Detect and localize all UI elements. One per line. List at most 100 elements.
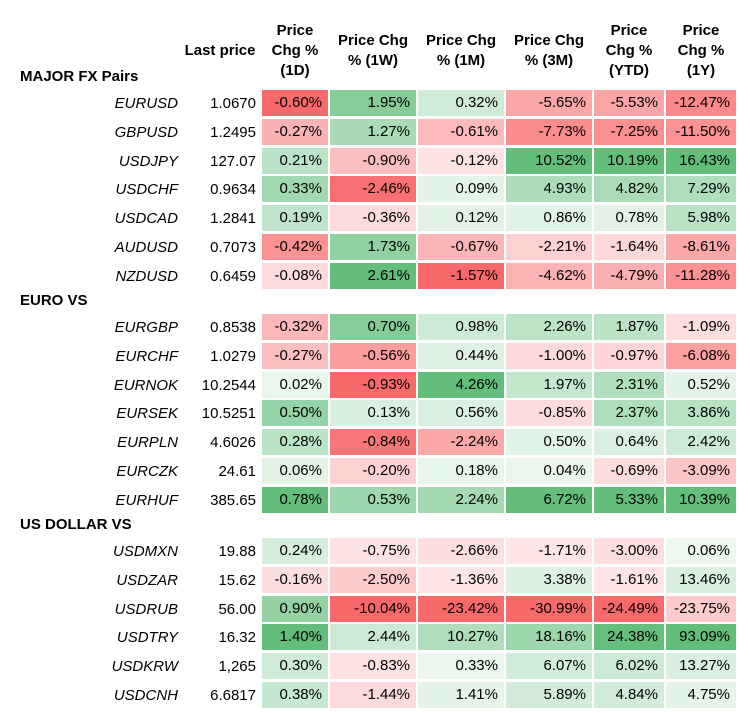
table-row: EURCHF 1.0279 -0.27% -0.56% 0.44% -1.00% -0.97…: [0, 342, 750, 370]
chg-1d-cell: 0.33%: [262, 176, 328, 203]
chg-1d-cell: 0.50%: [262, 400, 328, 427]
chg-ytd-cell: 0.78%: [594, 205, 664, 232]
header-chg-ytd: Price Chg % (YTD): [605, 22, 653, 79]
last-price: 0.6459: [210, 267, 256, 285]
chg-1w-cell: 2.44%: [330, 624, 416, 651]
section-title: US DOLLAR VS: [20, 516, 132, 533]
table-row: USDRUB 56.00 0.90% -10.04% -23.42% -30.99% -24…: [0, 595, 750, 623]
table-row: EURUSD 1.0670 -0.60% 1.95% 0.32% -5.65% -5.53%…: [0, 90, 750, 117]
chg-1d-cell: 0.30%: [262, 653, 328, 680]
chg-ytd-cell: 2.37%: [594, 400, 664, 427]
chg-3m-cell: 1.97%: [506, 371, 592, 398]
chg-3m-cell: -1.00%: [506, 342, 592, 369]
chg-1d-cell: -0.42%: [262, 234, 328, 260]
chg-1d-cell: -0.08%: [262, 262, 328, 289]
header-chg-1y: Price Chg % (1Y): [677, 22, 725, 79]
chg-1w-cell: -0.20%: [330, 458, 416, 484]
header-chg-1m: Price Chg % (1M): [425, 32, 497, 69]
chg-3m-cell: 2.26%: [506, 314, 592, 340]
chg-1w-cell: -0.36%: [330, 205, 416, 232]
chg-ytd-cell: -24.49%: [594, 595, 664, 622]
chg-1w-cell: 1.73%: [330, 234, 416, 260]
chg-ytd-cell: -0.97%: [594, 342, 664, 369]
chg-1m-cell: 0.98%: [418, 314, 504, 340]
chg-1d-cell: 0.21%: [262, 147, 328, 174]
chg-ytd-cell: 0.64%: [594, 429, 664, 456]
chg-1m-cell: -0.67%: [418, 234, 504, 260]
chg-1m-cell: -0.12%: [418, 147, 504, 174]
last-price: 16.32: [218, 629, 256, 647]
pair-name: USDMXN: [112, 543, 178, 560]
pair-name: USDTRY: [116, 629, 178, 647]
chg-1d-cell: 0.06%: [262, 458, 328, 484]
chg-1d-cell: -0.16%: [262, 566, 328, 593]
table-row: USDJPY 127.07 0.21% -0.90% -0.12% 10.52% 10.19…: [0, 147, 750, 175]
last-price: 385.65: [210, 491, 256, 509]
chg-1m-cell: 1.41%: [418, 682, 504, 708]
chg-1y-cell: -11.28%: [666, 262, 736, 289]
last-price: 56.00: [218, 600, 256, 618]
chg-1w-cell: -0.90%: [330, 147, 416, 174]
pair-name: NZDUSD: [115, 267, 179, 285]
chg-ytd-cell: 5.33%: [594, 486, 664, 513]
last-price: 1.2495: [210, 123, 256, 141]
chg-3m-cell: 0.50%: [506, 429, 592, 456]
table-row: USDKRW 1,265 0.30% -0.83% 0.33% 6.07% 6.02% 13.…: [0, 653, 750, 680]
pair-name: USDKRW: [111, 658, 178, 676]
chg-1m-cell: -2.66%: [418, 538, 504, 564]
chg-1m-cell: -1.36%: [418, 566, 504, 593]
chg-1d-cell: 0.02%: [262, 371, 328, 398]
pair-name: EURSEK: [116, 405, 178, 423]
chg-1m-cell: 0.33%: [418, 653, 504, 680]
last-price: 15.62: [218, 571, 256, 589]
chg-1w-cell: -0.84%: [330, 429, 416, 456]
chg-1y-cell: -3.09%: [666, 458, 736, 484]
chg-1y-cell: 0.52%: [666, 371, 736, 398]
table-row: USDTRY 16.32 1.40% 2.44% 10.27% 18.16% 24.38% 9…: [0, 624, 750, 651]
pair-name: USDRUB: [114, 600, 178, 618]
chg-1m-cell: -23.42%: [418, 595, 504, 622]
table-row: EURNOK 10.2544 0.02% -0.93% 4.26% 1.97% 2.31% 0…: [0, 371, 750, 399]
pair-name: EURCHF: [115, 347, 179, 365]
last-price: 0.7073: [210, 239, 256, 256]
chg-1w-cell: -10.04%: [330, 595, 416, 622]
chg-1d-cell: 0.19%: [262, 205, 328, 232]
chg-1d-cell: 1.40%: [262, 624, 328, 651]
chg-ytd-cell: 10.19%: [594, 147, 664, 174]
chg-1w-cell: -1.44%: [330, 682, 416, 708]
chg-1y-cell: -1.09%: [666, 314, 736, 340]
chg-1w-cell: -0.93%: [330, 371, 416, 398]
pair-name: USDCNH: [113, 687, 178, 704]
chg-ytd-cell: -4.79%: [594, 262, 664, 289]
pair-name: USDJPY: [118, 152, 178, 170]
table-row: EURPLN 4.6026 0.28% -0.84% -2.24% 0.50% 0.64% 2…: [0, 429, 750, 456]
header-chg-1d: Price Chg % (1D): [271, 22, 319, 79]
chg-3m-cell: 5.89%: [506, 682, 592, 708]
chg-1w-cell: 0.13%: [330, 400, 416, 427]
last-price: 1.2841: [210, 210, 256, 228]
header-last-price: Last price: [184, 42, 256, 59]
chg-1y-cell: 10.39%: [666, 486, 736, 513]
chg-1m-cell: 0.18%: [418, 458, 504, 484]
chg-1y-cell: -8.61%: [666, 234, 736, 260]
chg-3m-cell: 18.16%: [506, 624, 592, 651]
last-price: 4.6026: [210, 434, 256, 452]
last-price: 0.9634: [210, 181, 256, 199]
chg-3m-cell: 6.07%: [506, 653, 592, 680]
table-row: USDCAD 1.2841 0.19% -0.36% 0.12% 0.86% 0.78% 5.…: [0, 205, 750, 232]
chg-3m-cell: -5.65%: [506, 90, 592, 116]
chg-1d-cell: -0.27%: [262, 342, 328, 369]
table-row: EURSEK 10.5251 0.50% 0.13% 0.56% -0.85% 2.37% 3…: [0, 400, 750, 427]
pair-name: EURGBP: [114, 319, 178, 336]
chg-1y-cell: 2.42%: [666, 429, 736, 456]
chg-1d-cell: 0.38%: [262, 682, 328, 708]
chg-1m-cell: 0.56%: [418, 400, 504, 427]
chg-1m-cell: 0.09%: [418, 176, 504, 203]
pair-name: EURUSD: [114, 95, 178, 112]
chg-ytd-cell: 2.31%: [594, 371, 664, 398]
last-price: 1.0670: [210, 95, 256, 112]
chg-ytd-cell: -5.53%: [594, 90, 664, 116]
chg-1m-cell: -2.24%: [418, 429, 504, 456]
last-price: 0.8538: [210, 319, 256, 336]
pair-name: USDCHF: [115, 181, 179, 199]
